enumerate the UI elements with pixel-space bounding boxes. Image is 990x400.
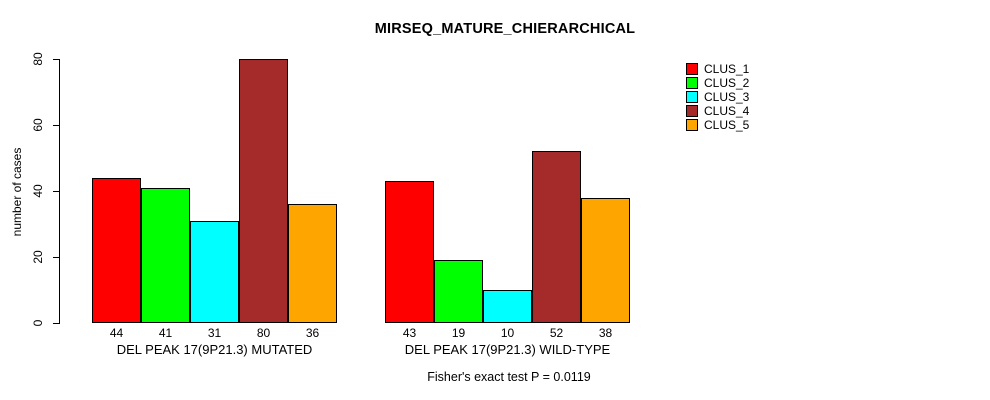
- bar-value-label: 43: [402, 326, 417, 340]
- legend-swatch-clus_1: [686, 63, 698, 75]
- legend-label: CLUS_3: [704, 90, 750, 104]
- chart-title: MIRSEQ_MATURE_CHIERARCHICAL: [374, 21, 636, 37]
- bar-clus_5-group2: [581, 197, 630, 323]
- legend-label: CLUS_5: [704, 118, 750, 132]
- y-axis-tick: [53, 256, 60, 258]
- legend-item-clus_3: CLUS_3: [686, 90, 749, 104]
- bar-clus_2-group2: [434, 260, 483, 323]
- legend-swatch-clus_4: [686, 105, 698, 117]
- bar-value-label: 41: [158, 326, 173, 340]
- legend-label: CLUS_1: [704, 62, 750, 76]
- legend-label: CLUS_2: [704, 76, 750, 90]
- bar-clus_3-group1: [190, 220, 239, 323]
- bar-value-label: 19: [451, 326, 466, 340]
- legend: CLUS_1 CLUS_2 CLUS_3 CLUS_4 CLUS_5: [686, 62, 749, 132]
- y-axis-tick: [53, 124, 60, 126]
- y-axis-line: [59, 59, 60, 324]
- legend-label: CLUS_4: [704, 104, 750, 118]
- annotation-text: Fisher's exact test P = 0.0119: [427, 370, 591, 384]
- legend-swatch-clus_3: [686, 91, 698, 103]
- bar-clus_3-group2: [483, 290, 532, 323]
- legend-swatch-clus_5: [686, 119, 698, 131]
- bar-clus_4-group2: [532, 151, 581, 323]
- y-axis-tick-label: 40: [31, 184, 45, 198]
- bar-clus_1-group1: [92, 177, 141, 323]
- y-axis-tick-label: 60: [31, 118, 45, 132]
- bar-clus_2-group1: [141, 187, 190, 323]
- y-axis-tick: [53, 58, 60, 60]
- bar-value-label: 38: [598, 326, 613, 340]
- legend-item-clus_4: CLUS_4: [686, 104, 749, 118]
- y-axis-tick: [53, 190, 60, 192]
- x-group-label: DEL PEAK 17(9P21.3) WILD-TYPE: [404, 342, 611, 357]
- legend-item-clus_1: CLUS_1: [686, 62, 749, 76]
- legend-item-clus_2: CLUS_2: [686, 76, 749, 90]
- y-axis-tick: [53, 322, 60, 324]
- bar-clus_4-group1: [239, 59, 288, 323]
- legend-item-clus_5: CLUS_5: [686, 118, 749, 132]
- bar-value-label: 44: [109, 326, 124, 340]
- legend-swatch-clus_2: [686, 77, 698, 89]
- bar-value-label: 52: [549, 326, 564, 340]
- y-axis-tick-label: 20: [31, 250, 45, 264]
- bar-value-label: 36: [305, 326, 320, 340]
- bar-value-label: 10: [500, 326, 515, 340]
- y-axis-label: number of cases: [10, 147, 24, 237]
- y-axis-tick-label: 0: [31, 319, 45, 327]
- x-group-label: DEL PEAK 17(9P21.3) MUTATED: [116, 342, 313, 357]
- bar-clus_5-group1: [288, 204, 337, 323]
- bar-clus_1-group2: [385, 181, 434, 323]
- bar-value-label: 31: [207, 326, 222, 340]
- y-axis-tick-label: 80: [31, 52, 45, 66]
- bar-value-label: 80: [256, 326, 271, 340]
